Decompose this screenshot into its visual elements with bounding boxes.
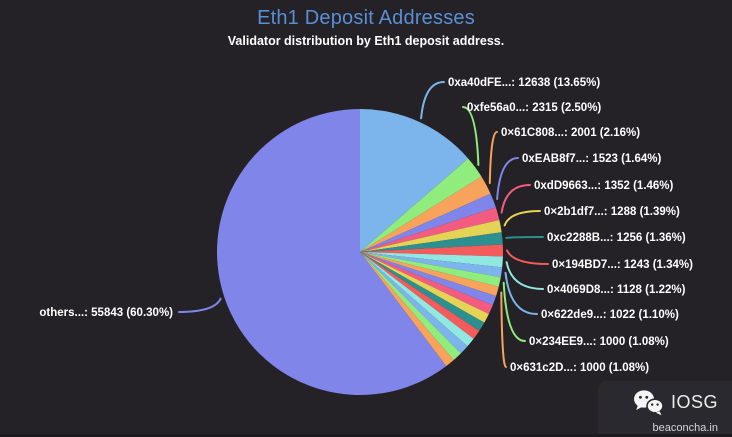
label-connector <box>500 291 507 368</box>
pie-slice[interactable] <box>360 252 474 347</box>
pie-slice[interactable] <box>360 252 454 367</box>
label-connector <box>504 271 538 315</box>
slice-label: 0×194BD7...: 1243 (1.34%) <box>552 259 693 271</box>
pie-slice[interactable] <box>360 252 501 287</box>
pie-slice[interactable] <box>360 244 503 257</box>
pie-slice[interactable] <box>360 252 461 360</box>
slice-label: 0×61C808...: 2001 (2.16%) <box>501 127 640 139</box>
chart-title: Eth1 Deposit Addresses <box>257 7 475 29</box>
pie-slice[interactable] <box>360 109 469 252</box>
slice-label: 0×631c2D...: 1000 (1.08%) <box>510 362 649 374</box>
slice-label: 0×234EE9...: 1000 (1.08%) <box>529 336 669 348</box>
slice-label: 0×622de9...: 1022 (1.10%) <box>541 309 679 321</box>
label-connector <box>502 281 526 342</box>
label-connector <box>488 131 498 185</box>
pie-slice[interactable] <box>360 207 500 252</box>
pie-slice[interactable] <box>360 220 502 252</box>
label-connector <box>503 210 541 227</box>
label-connector <box>178 297 222 313</box>
pie-slice[interactable] <box>360 252 499 297</box>
wechat-icon <box>633 389 664 416</box>
label-connector <box>505 261 544 290</box>
pie-slice[interactable] <box>360 252 480 339</box>
slice-label: 0xc2288B...: 1256 (1.36%) <box>547 232 686 244</box>
watermark-panel: IOSG beaconcha.in <box>598 381 732 437</box>
slice-label: 0xa40dFE...: 12638 (13.65%) <box>448 77 600 89</box>
pie-slice[interactable] <box>216 109 447 395</box>
slice-label: 0xfe56a0...: 2315 (2.50%) <box>467 102 601 114</box>
label-connector <box>496 157 519 200</box>
label-connector <box>505 236 544 239</box>
pie-slice[interactable] <box>360 252 485 331</box>
pie-slice[interactable] <box>360 193 496 252</box>
pie-slice[interactable] <box>360 252 489 323</box>
pie-slice[interactable] <box>360 252 503 268</box>
label-connector <box>506 249 549 265</box>
pie-slice[interactable] <box>360 176 491 252</box>
bottom-border <box>0 434 732 437</box>
watermark-site: beaconcha.in <box>652 422 718 434</box>
slice-label: 0xdD9663...: 1352 (1.46%) <box>534 180 674 192</box>
label-connector <box>500 184 531 214</box>
pie-slice[interactable] <box>360 252 497 306</box>
pie-slice[interactable] <box>360 252 493 315</box>
chart-subtitle: Validator distribution by Eth1 deposit a… <box>227 34 505 48</box>
pie-slice[interactable] <box>360 252 503 278</box>
slice-label: 0×4069D8...: 1128 (1.22%) <box>547 284 686 296</box>
watermark-brand: IOSG <box>670 392 718 412</box>
pie-slice[interactable] <box>360 158 482 252</box>
slice-label: 0×2b1df7...: 1288 (1.39%) <box>544 206 680 218</box>
pie-slice[interactable] <box>360 252 468 354</box>
label-connector <box>462 106 480 166</box>
pie-slice[interactable] <box>360 232 503 252</box>
label-connector <box>420 81 445 120</box>
slice-label: others...: 55843 (60.30%) <box>39 307 173 319</box>
slice-label: 0xEAB8f7...: 1523 (1.64%) <box>522 153 662 165</box>
